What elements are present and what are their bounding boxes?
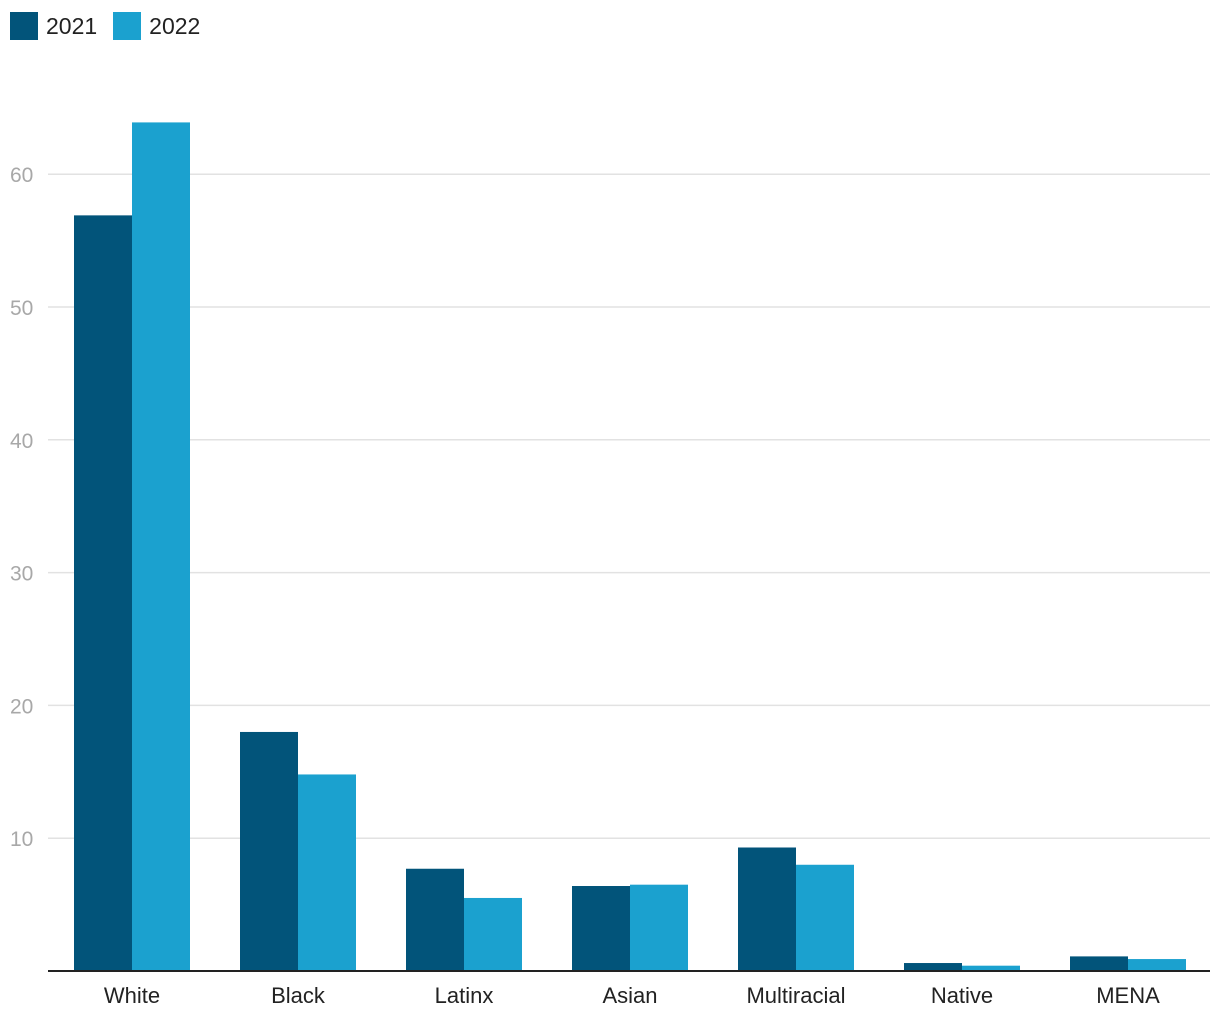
bar-latinx-2021 [406,868,464,971]
y-tick-label-20: 20 [10,695,33,718]
y-tick-label-10: 10 [10,828,33,851]
x-tick-label-latinx: Latinx [435,983,494,1008]
x-tick-label-native: Native [931,983,993,1008]
legend-item-2022: 2022 [113,12,200,40]
y-tick-label-30: 30 [10,563,33,586]
bar-multiracial-2021 [738,847,796,971]
bar-mena-2022 [1128,959,1186,971]
x-tick-label-black: Black [271,983,326,1008]
bar-mena-2021 [1070,956,1128,971]
bar-latinx-2022 [464,897,522,971]
gridlines [48,173,1210,839]
y-tick-label-40: 40 [10,430,33,453]
legend-label-2021: 2021 [46,12,98,39]
x-tick-label-mena: MENA [1096,983,1160,1008]
legend-swatch-2021 [10,12,38,40]
x-tick-label-asian: Asian [602,983,657,1008]
x-tick-label-white: White [104,983,160,1008]
legend-item-2021: 2021 [10,12,97,40]
x-tick-label-multiracial: Multiracial [746,983,845,1008]
bar-native-2022 [962,965,1020,971]
legend-swatch-2022 [113,12,142,40]
bar-black-2021 [240,731,298,971]
bar-multiracial-2022 [796,864,854,971]
chart-legend: 2021 2022 [10,11,216,41]
bar-white-2021 [74,215,132,972]
bar-asian-2021 [572,886,630,971]
y-tick-label-50: 50 [10,297,33,320]
bar-native-2021 [904,963,962,971]
bar-white-2022 [132,122,190,971]
y-tick-label-60: 60 [10,164,33,187]
bar-asian-2022 [630,884,688,971]
bar-black-2022 [298,774,356,971]
bars [74,122,1186,972]
legend-label-2022: 2022 [149,12,201,39]
y-axis-ticks: 10 20 30 40 50 60 [10,164,33,851]
x-axis-labels: White Black Latinx Asian Multiracial Native ME… [104,983,1160,1008]
